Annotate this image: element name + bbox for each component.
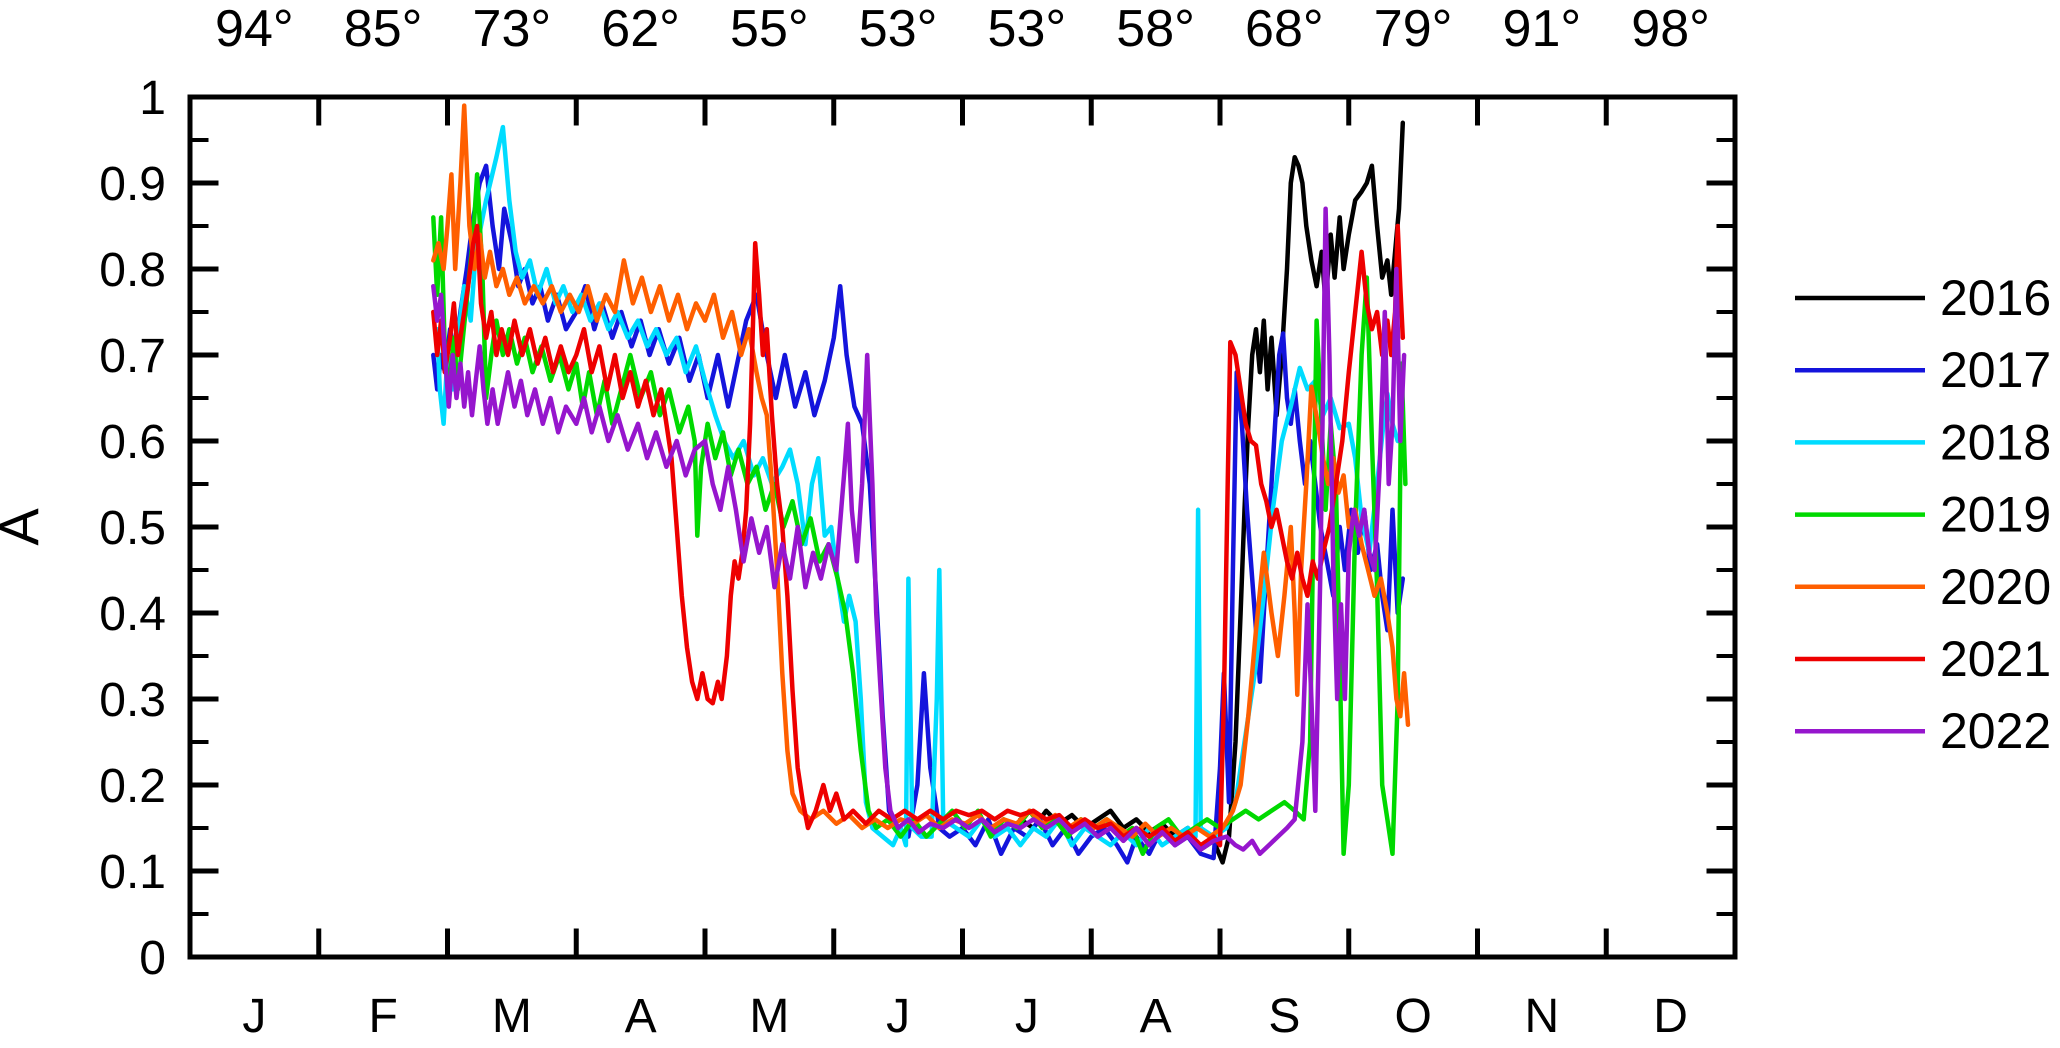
y-tick-label: 0 (139, 932, 166, 985)
y-tick-label: 0.5 (99, 502, 166, 555)
top-axis-degree-label: 62° (601, 0, 680, 58)
series-line-2017 (431, 163, 1406, 865)
x-axis-month-label: A (1140, 990, 1172, 1043)
legend-label-2018: 2018 (1940, 414, 2051, 470)
y-tick-label: 0.4 (99, 588, 166, 641)
legend-label-2020: 2020 (1940, 559, 2051, 615)
y-axis-title: A (0, 508, 50, 546)
x-axis-month-label: J (1015, 990, 1039, 1043)
series-line-2018 (434, 124, 1400, 848)
legend-label-2019: 2019 (1940, 487, 2051, 543)
y-tick-label: 1 (139, 72, 166, 125)
y-tick-label: 0.7 (99, 330, 166, 383)
legend-label-2021: 2021 (1940, 631, 2051, 687)
x-axis-month-label: F (368, 990, 397, 1043)
y-tick-label: 0.9 (99, 158, 166, 211)
top-axis-degree-label: 79° (1374, 0, 1453, 58)
series-line-2020 (431, 103, 1411, 839)
top-axis-degree-label: 91° (1503, 0, 1582, 58)
x-axis-month-label: D (1653, 990, 1688, 1043)
top-axis-degree-label: 94° (215, 0, 294, 58)
top-axis-degree-label: 73° (473, 0, 552, 58)
top-axis-degree-label: 85° (344, 0, 423, 58)
top-axis-degree-label: 53° (859, 0, 938, 58)
x-axis-month-label: O (1394, 990, 1431, 1043)
series-line-2021 (431, 223, 1406, 848)
y-tick-label: 0.8 (99, 244, 166, 297)
legend-label-2017: 2017 (1940, 342, 2051, 398)
x-axis-month-label: J (242, 990, 266, 1043)
plot-frame (187, 94, 1738, 960)
x-axis-month-label: S (1268, 990, 1300, 1043)
y-tick-label: 0.3 (99, 674, 166, 727)
x-axis-month-label: M (749, 990, 789, 1043)
x-axis-month-label: M (492, 990, 532, 1043)
x-axis-month-label: N (1525, 990, 1560, 1043)
top-axis-degree-label: 53° (988, 0, 1067, 58)
y-tick-label: 0.1 (99, 846, 166, 899)
top-axis-degree-label: 68° (1245, 0, 1324, 58)
x-axis-month-label: J (886, 990, 910, 1043)
series-line-2022 (431, 206, 1407, 857)
legend-label-2016: 2016 (1940, 270, 2051, 326)
legend-label-2022: 2022 (1940, 703, 2051, 759)
top-axis-degree-label: 98° (1631, 0, 1710, 58)
x-axis-month-label: A (625, 990, 657, 1043)
top-axis-degree-label: 55° (730, 0, 809, 58)
y-tick-label: 0.2 (99, 760, 166, 813)
top-axis-degree-label: 58° (1116, 0, 1195, 58)
series-line-2016 (1018, 120, 1406, 865)
y-tick-label: 0.6 (99, 416, 166, 469)
